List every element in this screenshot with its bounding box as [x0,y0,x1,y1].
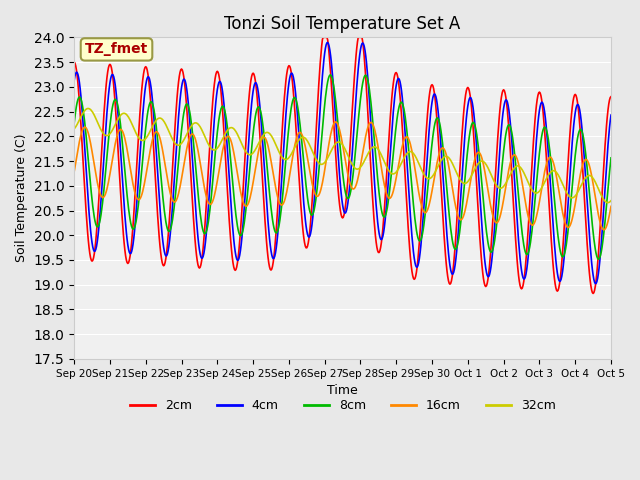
Text: TZ_fmet: TZ_fmet [85,42,148,57]
Legend: 2cm, 4cm, 8cm, 16cm, 32cm: 2cm, 4cm, 8cm, 16cm, 32cm [125,394,561,417]
Title: Tonzi Soil Temperature Set A: Tonzi Soil Temperature Set A [225,15,461,33]
X-axis label: Time: Time [327,384,358,397]
Y-axis label: Soil Temperature (C): Soil Temperature (C) [15,134,28,263]
